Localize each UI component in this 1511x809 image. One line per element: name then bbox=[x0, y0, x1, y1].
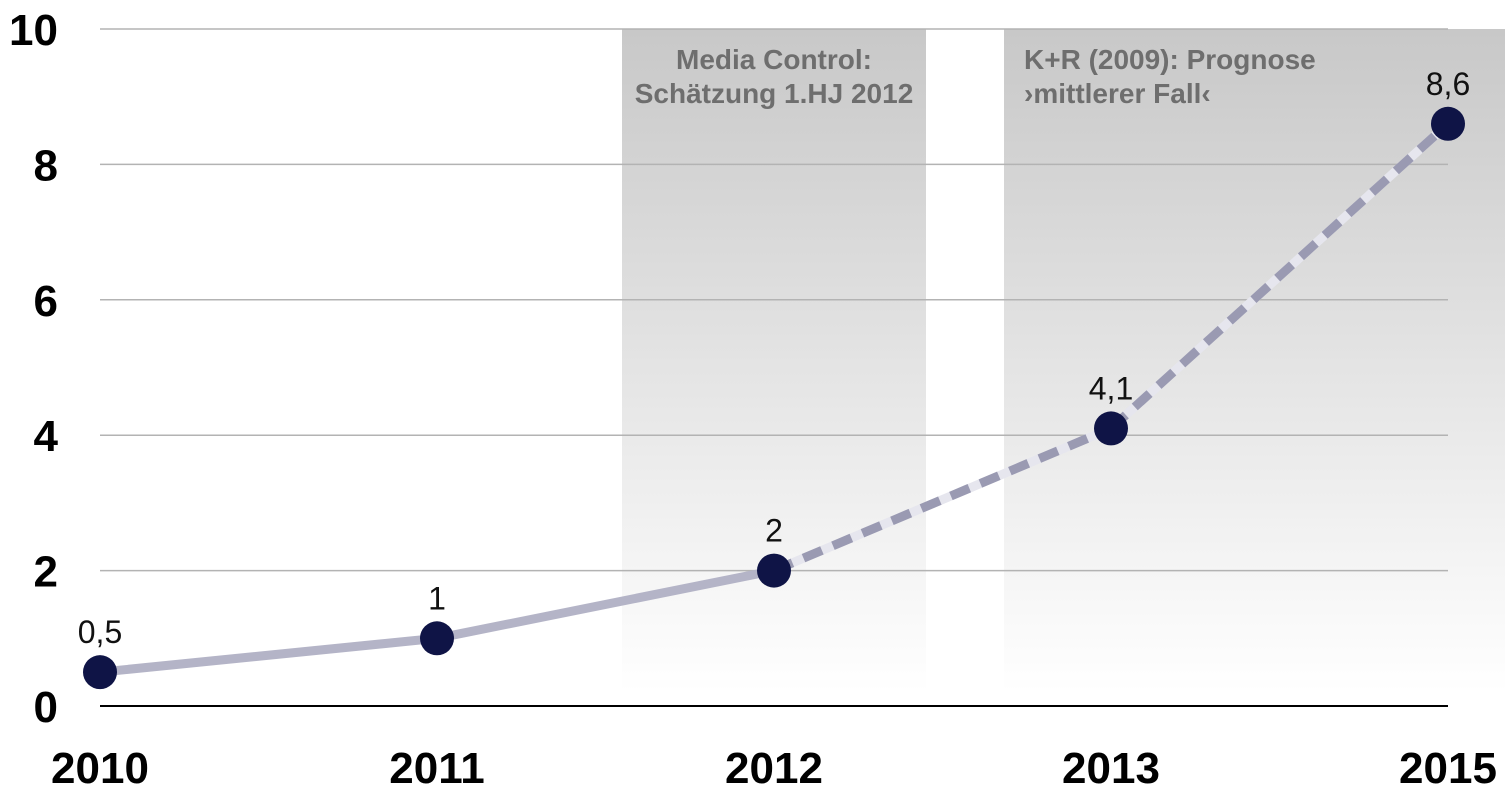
data-label: 0,5 bbox=[78, 614, 122, 650]
shaded-region-label: Schätzung 1.HJ 2012 bbox=[635, 78, 914, 109]
x-tick-label: 2012 bbox=[725, 744, 823, 793]
data-point bbox=[420, 621, 454, 656]
y-tick-label: 4 bbox=[34, 412, 59, 461]
data-point bbox=[1094, 411, 1128, 446]
y-tick-label: 2 bbox=[34, 548, 58, 597]
data-label: 8,6 bbox=[1426, 66, 1470, 102]
data-point bbox=[757, 553, 791, 588]
y-tick-label: 10 bbox=[9, 6, 58, 55]
y-tick-label: 8 bbox=[34, 141, 58, 190]
shaded-region-label: K+R (2009): Prognose bbox=[1024, 44, 1316, 75]
shaded-region bbox=[1004, 29, 1505, 692]
x-tick-label: 2010 bbox=[51, 744, 149, 793]
shaded-region-label: ›mittlerer Fall‹ bbox=[1024, 78, 1211, 109]
data-label: 4,1 bbox=[1089, 370, 1133, 406]
x-tick-label: 2011 bbox=[389, 744, 484, 793]
series-line-segment-dashed bbox=[772, 424, 1113, 575]
data-point bbox=[1431, 106, 1465, 141]
data-label: 1 bbox=[428, 580, 446, 616]
shaded-region-label: Media Control: bbox=[676, 44, 872, 75]
data-label: 2 bbox=[765, 513, 783, 549]
y-tick-label: 6 bbox=[34, 277, 58, 326]
series-line-segment bbox=[432, 566, 779, 643]
x-tick-label: 2013 bbox=[1062, 744, 1160, 793]
y-tick-label: 0 bbox=[34, 683, 58, 732]
x-tick-label: 2015 bbox=[1399, 744, 1497, 793]
series-line-segment bbox=[95, 633, 442, 677]
series-line-segment-dashed bbox=[1107, 120, 1452, 432]
data-point bbox=[83, 655, 117, 690]
